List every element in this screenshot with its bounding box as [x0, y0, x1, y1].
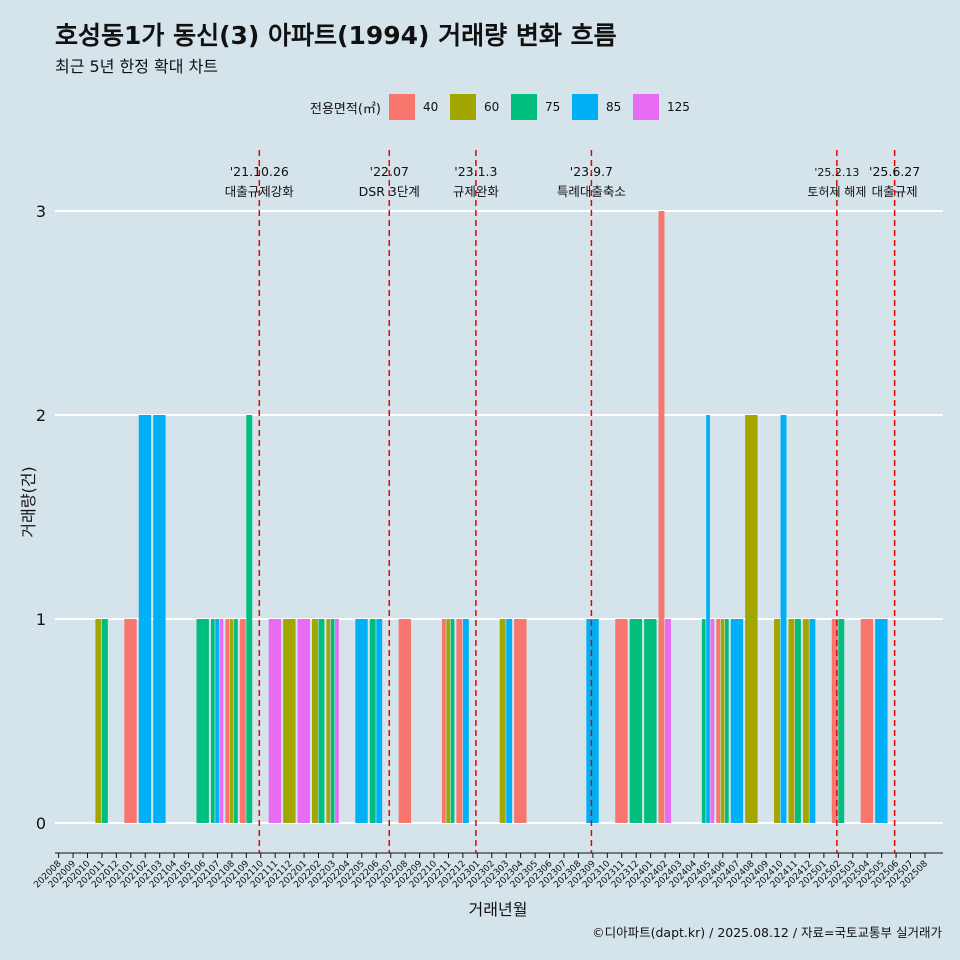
bar-202412-60 [802, 619, 809, 823]
bar-202504-40 [860, 619, 874, 823]
bar-202505-85 [875, 619, 888, 823]
y-tick-label-2: 2 [36, 406, 46, 425]
bar-202311-40 [615, 619, 628, 823]
bar-202401-75 [644, 619, 657, 823]
bar-202211-75 [450, 619, 455, 823]
event-label-202506: 대출규제 [872, 184, 918, 199]
bar-202202-75 [318, 619, 325, 823]
bar-202304-40 [514, 619, 527, 823]
x-axis-label: 거래년월 [469, 900, 528, 919]
bar-202208-40 [398, 619, 412, 823]
legend-label-125: 125 [666, 100, 690, 114]
event-date-202110: '21.10.26 [230, 164, 289, 179]
bar-202402-40 [658, 211, 665, 823]
bar-202202-60 [312, 619, 318, 823]
bar-202205-85 [355, 619, 368, 823]
event-label-202309: 특례대출축소 [557, 184, 626, 199]
bar-202212-40 [456, 619, 463, 823]
bar-202112-60 [283, 619, 296, 823]
bar-202203-60 [326, 619, 331, 823]
legend: 전용면적(㎡) 40 60 75 85 125 [310, 93, 697, 121]
event-label-202301: 규제완화 [453, 184, 500, 199]
bar-202502-40 [831, 619, 838, 823]
event-date-202207: '22.07 [370, 164, 409, 179]
bars [95, 211, 888, 823]
bar-202206-85 [376, 619, 383, 823]
bar-202211-60 [446, 619, 451, 823]
bar-202408-60 [745, 415, 758, 823]
legend-label-60: 60 [483, 100, 500, 114]
chart-subtitle: 최근 5년 한정 확대 차트 [55, 57, 219, 76]
event-date-202506: '25.6.27 [869, 164, 920, 179]
bar-202212-85 [462, 619, 469, 823]
legend-item-40: 40 [388, 94, 443, 120]
bar-202303-85 [506, 619, 513, 823]
bar-202108-75 [234, 619, 238, 823]
bar-202107-85 [215, 619, 220, 823]
bar-202411-60 [788, 619, 795, 823]
event-lines: '21.10.26 대출규제강화 '22.07 DSR 3단계 '23.1.3 규제완화 '… [225, 150, 920, 853]
bar-202203-125 [335, 619, 339, 823]
bar-202101-40 [124, 619, 137, 823]
bar-202109-40 [239, 619, 246, 823]
event-label-202110: 대출규제강화 [225, 184, 295, 199]
legend-item-60: 60 [449, 94, 504, 120]
bar-202406-75 [724, 619, 729, 823]
event-date-202309: '23.9.7 [570, 164, 613, 179]
bar-202211-40 [441, 619, 446, 823]
y-axis-label: 거래량(건) [19, 466, 38, 537]
bar-202312-75 [629, 619, 643, 823]
bar-202201-125 [297, 619, 310, 823]
legend-item-75: 75 [510, 94, 565, 120]
event-label-202207: DSR 3단계 [359, 184, 420, 199]
bar-202405-85 [706, 415, 710, 823]
legend-label-85: 85 [605, 100, 622, 114]
bar-202402-125 [665, 619, 671, 823]
legend-swatch-85 [571, 94, 598, 120]
bar-202502-75 [838, 619, 845, 823]
legend-swatch-75 [510, 94, 537, 120]
bar-202109-75 [246, 415, 253, 823]
bar-202405-125 [710, 619, 715, 823]
y-tick-label-3: 3 [36, 202, 46, 221]
event-label-202502: 토허제 해제 [807, 185, 866, 199]
bar-202107-125 [219, 619, 224, 823]
bar-202303-60 [499, 619, 506, 823]
bar-202011-75 [101, 619, 108, 823]
bar-202410-60 [774, 619, 780, 823]
event-date-202301: '23.1.3 [454, 164, 497, 179]
chart-title: 호성동1가 동신(3) 아파트(1994) 거래량 변화 흐름 [55, 21, 617, 50]
bar-202103-85 [153, 415, 166, 823]
bar-202406-40 [716, 619, 721, 823]
bar-202203-75 [330, 619, 335, 823]
bar-202410-85 [780, 415, 787, 823]
bar-202407-85 [730, 619, 744, 823]
bar-202106-75 [196, 619, 209, 823]
bar-202405-75 [701, 619, 706, 823]
legend-item-125: 125 [632, 94, 690, 120]
y-tick-label-0: 0 [36, 814, 46, 833]
legend-swatch-40 [388, 94, 415, 120]
source-caption: ©디아파트(dapt.kr) / 2025.08.12 / 자료=국토교통부 실… [592, 925, 942, 940]
bar-202108-40 [225, 619, 230, 823]
bar-202011-60 [95, 619, 102, 823]
y-tick-label-1: 1 [36, 610, 46, 629]
bar-202309-85 [586, 619, 599, 823]
bar-202107-75 [210, 619, 215, 823]
bar-202206-75 [369, 619, 376, 823]
legend-label-75: 75 [544, 100, 561, 114]
legend-label-40: 40 [422, 100, 439, 114]
bar-202412-85 [809, 619, 816, 823]
legend-item-85: 85 [571, 94, 626, 120]
bar-202102-85 [138, 415, 152, 823]
legend-swatch-125 [632, 94, 659, 120]
bar-202108-60 [229, 619, 234, 823]
bar-202406-60 [720, 619, 725, 823]
event-date-202502: '25.2.13 [814, 166, 859, 179]
bar-202411-75 [795, 619, 801, 823]
legend-swatch-60 [449, 94, 476, 120]
legend-title: 전용면적(㎡) [310, 101, 381, 117]
bar-202111-125 [268, 619, 282, 823]
